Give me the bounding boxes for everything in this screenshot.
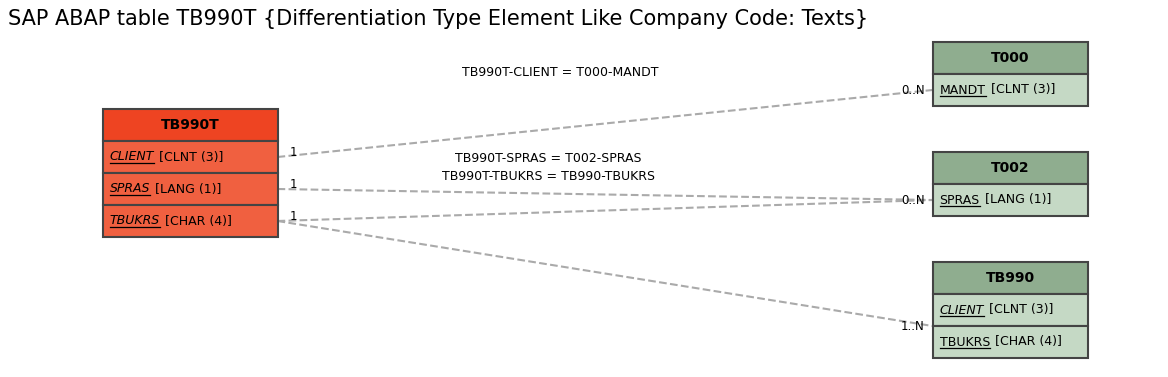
Text: [LANG (1)]: [LANG (1)] (981, 193, 1051, 207)
Text: [CLNT (3)]: [CLNT (3)] (987, 83, 1056, 97)
Bar (103, 141, 278, 173)
Text: TB990T-CLIENT = T000-MANDT: TB990T-CLIENT = T000-MANDT (461, 66, 659, 78)
Text: 0..N: 0..N (901, 83, 925, 97)
Text: TB990T: TB990T (161, 118, 220, 132)
Text: CLIENT: CLIENT (939, 303, 983, 317)
Text: CLIENT: CLIENT (110, 150, 154, 164)
Text: [LANG (1)]: [LANG (1)] (152, 182, 222, 196)
Text: [CLNT (3)]: [CLNT (3)] (155, 150, 224, 164)
Text: 0..N: 0..N (901, 193, 925, 207)
Text: T000: T000 (990, 51, 1029, 65)
Text: T002: T002 (990, 161, 1029, 175)
Bar (932, 294, 1087, 326)
Text: TBUKRS: TBUKRS (939, 336, 989, 348)
Text: 1..N: 1..N (901, 319, 925, 333)
Text: 1: 1 (290, 210, 297, 224)
Text: TB990T-TBUKRS = TB990-TBUKRS: TB990T-TBUKRS = TB990-TBUKRS (442, 170, 654, 184)
Bar (932, 152, 1087, 184)
Bar (103, 173, 278, 205)
Text: [CLNT (3)]: [CLNT (3)] (986, 303, 1054, 317)
Text: SPRAS: SPRAS (939, 193, 980, 207)
Bar (932, 42, 1087, 74)
Bar (932, 262, 1087, 294)
Text: 1: 1 (290, 147, 297, 159)
Text: TB990: TB990 (986, 271, 1035, 285)
Text: 1: 1 (290, 178, 297, 192)
Bar (932, 326, 1087, 358)
Text: SPRAS: SPRAS (110, 182, 150, 196)
Text: MANDT: MANDT (939, 83, 986, 97)
Text: TB990T-SPRAS = T002-SPRAS: TB990T-SPRAS = T002-SPRAS (454, 153, 641, 166)
Text: [CHAR (4)]: [CHAR (4)] (161, 215, 232, 227)
Bar (103, 205, 278, 237)
Text: TBUKRS: TBUKRS (110, 215, 160, 227)
Bar (932, 74, 1087, 106)
Bar (103, 109, 278, 141)
Bar (932, 184, 1087, 216)
Text: SAP ABAP table TB990T {Differentiation Type Element Like Company Code: Texts}: SAP ABAP table TB990T {Differentiation T… (8, 9, 868, 29)
Text: [CHAR (4)]: [CHAR (4)] (992, 336, 1062, 348)
